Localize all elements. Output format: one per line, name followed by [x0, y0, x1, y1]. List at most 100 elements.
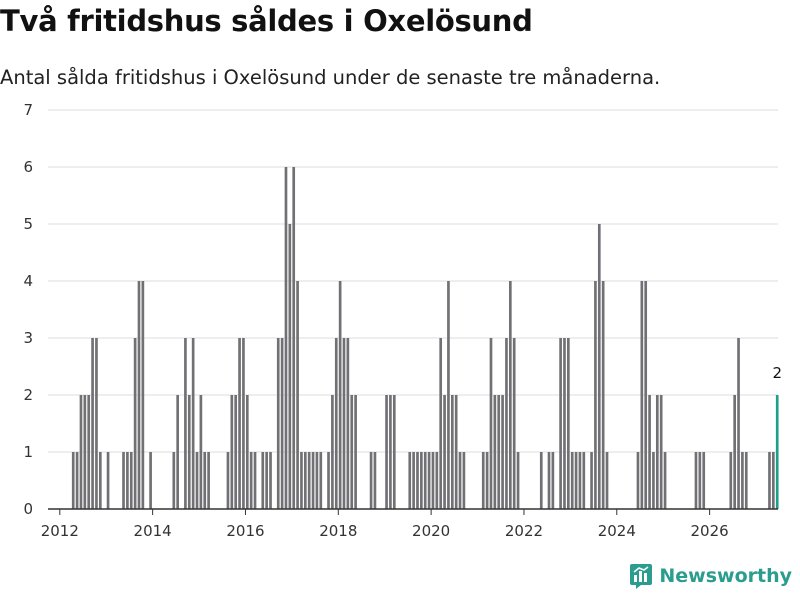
bar [485, 452, 489, 509]
bar [512, 338, 516, 509]
brand-name: Newsworthy [659, 565, 792, 587]
bar [195, 452, 199, 509]
bar [350, 395, 354, 509]
newsworthy-brand: Newsworthy [629, 562, 792, 590]
bar [95, 338, 98, 509]
bar [79, 395, 83, 509]
bar [230, 395, 234, 509]
bar [331, 395, 334, 509]
y-tick-label: 1 [23, 443, 33, 461]
bar [284, 167, 288, 509]
y-tick-label: 3 [23, 329, 33, 347]
bar [207, 452, 210, 509]
bar [663, 452, 667, 509]
latest-value-label: 2 [773, 364, 783, 382]
bar [601, 281, 605, 509]
x-tick-label: 2014 [134, 522, 172, 540]
bar [481, 452, 485, 509]
bar [292, 167, 296, 509]
bar [597, 224, 601, 509]
bar [389, 395, 392, 509]
y-tick-label: 5 [23, 215, 33, 233]
bar [276, 338, 280, 509]
x-tick-label: 2018 [319, 522, 357, 540]
bar [303, 452, 307, 509]
bar [551, 452, 555, 509]
x-tick-label: 2016 [226, 522, 264, 540]
bar [733, 395, 736, 509]
bar [98, 452, 102, 509]
bar [315, 452, 319, 509]
bar [454, 395, 458, 509]
bar [497, 395, 501, 509]
x-tick-label: 2012 [41, 522, 79, 540]
chart-subtitle: Antal sålda fritidshus i Oxelösund under… [0, 66, 661, 89]
bar [385, 395, 388, 509]
bar [768, 452, 771, 509]
bar [122, 452, 125, 509]
bar [659, 395, 663, 509]
bar [458, 452, 462, 509]
bar [334, 338, 338, 509]
bar [644, 281, 648, 509]
bar [245, 395, 249, 509]
bar [408, 452, 412, 509]
y-tick-label: 0 [23, 500, 33, 518]
bar [126, 452, 129, 509]
bar [505, 338, 508, 509]
bar [435, 452, 439, 509]
x-tick-label: 2026 [691, 522, 729, 540]
bar [493, 395, 497, 509]
bar [702, 452, 706, 509]
y-tick-label: 2 [23, 386, 33, 404]
bar [137, 281, 141, 509]
y-tick-label: 6 [23, 158, 33, 176]
x-tick-label: 2022 [505, 522, 543, 540]
bar [141, 281, 145, 509]
bar [636, 452, 640, 509]
bar [87, 395, 91, 509]
chart-title: Två fritidshus såldes i Oxelösund [0, 4, 533, 38]
bar [327, 452, 330, 509]
bar [574, 452, 578, 509]
bar [234, 395, 238, 509]
x-tick-label: 2020 [412, 522, 450, 540]
bar [133, 338, 137, 509]
bar [698, 452, 702, 509]
bar [296, 281, 299, 509]
bar [508, 281, 512, 509]
newsworthy-logo-icon [630, 564, 653, 589]
bar [737, 338, 740, 509]
bar [652, 452, 655, 509]
bar [342, 338, 346, 509]
bar [187, 395, 191, 509]
bar [269, 452, 272, 509]
bar [280, 338, 284, 509]
bar [307, 452, 311, 509]
bar [172, 452, 176, 509]
bar [338, 281, 342, 509]
bar [203, 452, 207, 509]
bar [772, 452, 775, 509]
bar [300, 452, 303, 509]
bar [71, 452, 75, 509]
bar [106, 452, 110, 509]
bar [392, 395, 396, 509]
bar [648, 395, 651, 509]
bar [199, 395, 203, 509]
bar [578, 452, 582, 509]
bar [373, 452, 377, 509]
bar [489, 338, 493, 509]
x-tick-label: 2024 [598, 522, 636, 540]
bar [176, 395, 180, 509]
bar [450, 395, 454, 509]
bar [447, 281, 450, 509]
bar [741, 452, 744, 509]
bar [462, 452, 466, 509]
bar [655, 395, 659, 509]
bar [412, 452, 415, 509]
bar [539, 452, 543, 509]
bar [420, 452, 423, 509]
bar [563, 338, 566, 509]
bar [501, 395, 504, 509]
